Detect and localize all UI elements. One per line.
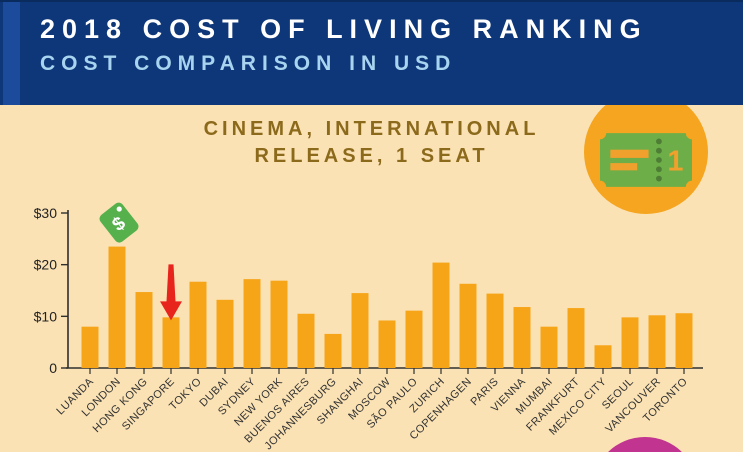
bar-buenos-aires: [297, 313, 315, 368]
ticket-stripe: [610, 163, 638, 171]
y-axis-tick-label: 0: [49, 360, 57, 376]
red-down-arrow-icon: [160, 264, 182, 321]
bar-seoul: [621, 317, 639, 368]
bar-frankfurt: [567, 308, 585, 368]
bar-luanda: [81, 326, 99, 368]
bar-copenhagen: [459, 283, 477, 368]
bar-shanghai: [351, 293, 369, 368]
y-axis-tick-label: $30: [34, 205, 58, 221]
ticket-stripe: [610, 149, 649, 158]
bar-moscow: [378, 320, 396, 368]
bar-new-york: [270, 280, 288, 368]
bar-mexico-city: [594, 345, 612, 368]
bar-tokyo: [189, 281, 207, 368]
chart-title: CINEMA, INTERNATIONAL RELEASE, 1 SEAT: [0, 116, 743, 170]
bar-sydney: [243, 279, 261, 368]
ticket-seat-count: 1: [667, 145, 683, 177]
ticket-perforation-dots: [656, 138, 662, 182]
y-axis-tick-label: $10: [34, 308, 58, 324]
header-banner: 2018 COST OF LIVING RANKING COST COMPARI…: [0, 0, 743, 105]
bar-toronto: [675, 313, 693, 368]
y-axis-tick-label: $20: [34, 257, 58, 273]
chart-title-line-2: RELEASE, 1 SEAT: [254, 145, 489, 167]
bar-dubai: [216, 299, 234, 368]
bar-zurich: [432, 262, 450, 368]
page-subtitle: COST COMPARISON IN USD: [40, 52, 457, 75]
page-title: 2018 COST OF LIVING RANKING: [40, 14, 648, 44]
bar-são-paulo: [405, 310, 423, 368]
price-tag-icon: $: [99, 202, 139, 243]
bar-hong-kong: [135, 292, 153, 368]
bar-london: [108, 246, 126, 368]
orange-circle-decoration: 1: [584, 90, 708, 214]
bar-vienna: [513, 307, 531, 368]
bar-mumbai: [540, 326, 558, 368]
bar-singapore: [162, 317, 180, 368]
bar-paris: [486, 293, 504, 368]
bar-vancouver: [648, 315, 666, 368]
header-left-accent-strip: [3, 2, 20, 105]
bar-johannesburg: [324, 333, 342, 368]
cinema-ticket-icon: 1: [600, 133, 692, 187]
chart-title-line-1: CINEMA, INTERNATIONAL: [203, 118, 540, 140]
